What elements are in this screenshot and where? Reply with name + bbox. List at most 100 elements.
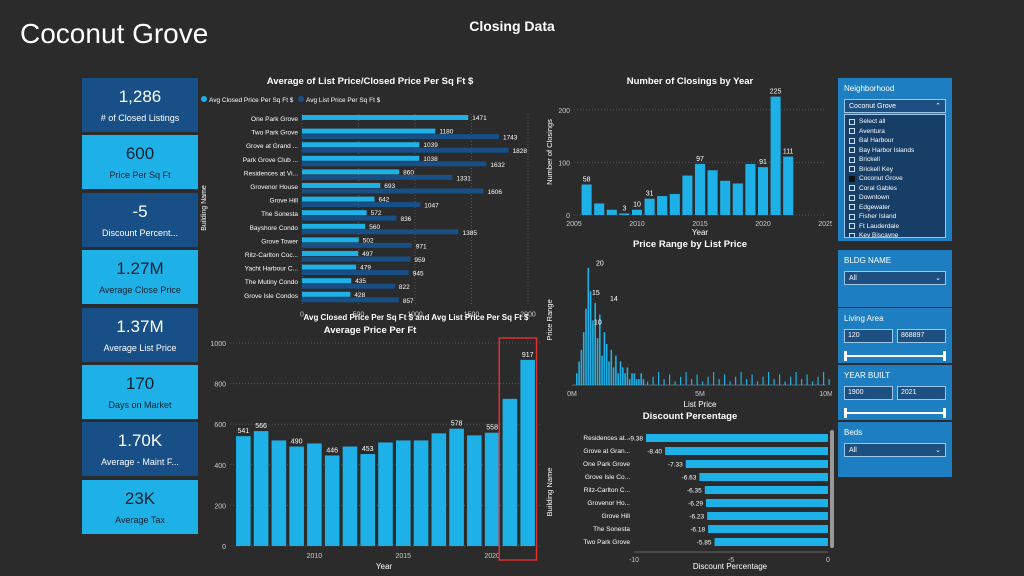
x-axis-label: Year	[692, 228, 709, 237]
neighborhood-dropdown[interactable]: Coconut Grove ⌃	[844, 99, 946, 113]
data-label-list: 1331	[456, 175, 471, 182]
living-area-max-input[interactable]: 868897	[897, 329, 946, 343]
neighborhood-option[interactable]: Select all	[849, 117, 941, 127]
bar-price-range	[790, 376, 792, 385]
bar-closings	[644, 198, 655, 215]
bar-price-per-ft	[520, 359, 535, 546]
kpi-card: 1,286 # of Closed Listings	[82, 78, 198, 132]
checkbox[interactable]	[849, 185, 855, 192]
checkbox[interactable]	[849, 213, 855, 220]
checkbox[interactable]	[849, 118, 855, 125]
data-label: 15	[592, 290, 600, 297]
living-area-slider[interactable]	[844, 351, 946, 361]
checkbox[interactable]	[849, 175, 855, 182]
bar-price-per-ft	[378, 442, 393, 546]
checkbox[interactable]	[849, 137, 855, 144]
y-tick-label: 0	[566, 213, 570, 220]
bar-price-range	[801, 379, 803, 385]
bar-price-per-ft	[502, 398, 518, 546]
y-tick-label: 800	[214, 382, 226, 389]
kpi-label: # of Closed Listings	[100, 113, 180, 123]
chart-title-avg-price-sqft: Average of List Price/Closed Price Per S…	[266, 76, 474, 87]
kpi-label: Average Close Price	[99, 285, 181, 296]
bar-price-range	[663, 379, 665, 385]
living-area-label: Living Area	[844, 314, 884, 323]
neighborhood-option[interactable]: Downtown	[849, 193, 941, 203]
kpi-card: 600 Price Per Sq Ft	[82, 135, 198, 190]
chart-title-closings-by-year: Number of Closings by Year	[626, 76, 754, 87]
data-label-list: 857	[403, 298, 414, 305]
checkbox[interactable]	[849, 223, 855, 230]
legend-swatch-list	[298, 96, 304, 102]
bar-price-per-ft	[484, 432, 500, 546]
bar-price-per-ft	[271, 440, 287, 546]
checkbox[interactable]	[849, 156, 855, 163]
bar-price-range	[784, 381, 786, 385]
living-area-min-input[interactable]: 120	[844, 329, 893, 343]
bar-price-range	[768, 372, 770, 385]
category-label: Ritz-Carlton C...	[584, 487, 630, 494]
bar-price-range	[576, 373, 578, 385]
data-label-closed: 560	[369, 224, 380, 231]
data-label-closed: 1471	[472, 115, 487, 122]
data-label: 541	[237, 428, 249, 435]
category-label: Two Park Grove	[583, 539, 630, 546]
neighborhood-option[interactable]: Coconut Grove	[849, 174, 941, 184]
bar-list	[302, 202, 421, 208]
year-built-min-input[interactable]: 1900	[844, 386, 893, 400]
x-tick-label: 5M	[695, 391, 705, 398]
bar-list	[302, 188, 484, 194]
neighborhood-option[interactable]: Bay Harbor Islands	[849, 146, 941, 156]
neighborhood-option[interactable]: Aventura	[849, 127, 941, 137]
bar-price-range	[729, 381, 731, 385]
neighborhood-option[interactable]: Key Biscayne	[849, 231, 941, 237]
x-tick-label: 2015	[692, 221, 708, 228]
kpi-label: Price Per Sq Ft	[109, 170, 171, 181]
beds-dropdown[interactable]: All ⌄	[844, 443, 946, 457]
x-tick-label: 2010	[629, 221, 645, 228]
category-label: Grove at Grand ...	[246, 143, 298, 150]
bar-price-range	[603, 332, 606, 385]
bar-price-per-ft	[431, 433, 447, 546]
neighborhood-option[interactable]: Brickell	[849, 155, 941, 165]
neighborhood-option[interactable]: Coral Gables	[849, 184, 941, 194]
neighborhood-options-list[interactable]: Select all Aventura Bal Harbour Bay Harbor …	[844, 114, 946, 238]
year-built-max-input[interactable]: 2021	[897, 386, 946, 400]
bar-price-range	[624, 373, 626, 385]
data-label: -8.40	[647, 449, 662, 456]
checkbox[interactable]	[849, 166, 855, 173]
data-label: 10	[594, 319, 602, 326]
category-label: Grovenor House	[250, 184, 298, 191]
checkbox[interactable]	[849, 204, 855, 211]
checkbox[interactable]	[849, 232, 855, 237]
bar-price-range	[617, 373, 619, 385]
y-axis-label: Building Name	[545, 468, 554, 517]
neighborhood-option[interactable]: Ft Lauderdale	[849, 222, 941, 232]
year-built-slider[interactable]	[844, 408, 946, 418]
bar-discount	[685, 460, 828, 468]
checkbox[interactable]	[849, 194, 855, 201]
checkbox[interactable]	[849, 147, 855, 154]
checkbox[interactable]	[849, 128, 855, 135]
bar-price-range	[674, 381, 676, 385]
neighborhood-option[interactable]: Fisher Island	[849, 212, 941, 222]
bar-closed	[302, 291, 351, 297]
data-label-list: 971	[416, 243, 427, 250]
neighborhood-option[interactable]: Bal Harbour	[849, 136, 941, 146]
data-label: 225	[770, 89, 782, 96]
data-label: 490	[291, 439, 303, 446]
kpi-value: 1.27M	[116, 259, 164, 279]
bar-price-range	[587, 267, 590, 385]
legend-swatch-closed	[201, 96, 207, 102]
x-tick-label: 0M	[567, 391, 577, 398]
x-tick-label: 1500	[464, 311, 480, 318]
category-label: Bayshore Condo	[250, 225, 299, 232]
bar-closings	[694, 163, 706, 215]
option-label: Coral Gables	[859, 184, 897, 192]
neighborhood-option[interactable]: Edgewater	[849, 203, 941, 213]
data-label: 578	[451, 421, 463, 428]
x-axis-label: Discount Percentage	[693, 562, 768, 571]
option-label: Bal Harbour	[859, 137, 894, 145]
neighborhood-option[interactable]: Brickell Key	[849, 165, 941, 175]
bldg-dropdown[interactable]: All ⌄	[844, 271, 946, 285]
